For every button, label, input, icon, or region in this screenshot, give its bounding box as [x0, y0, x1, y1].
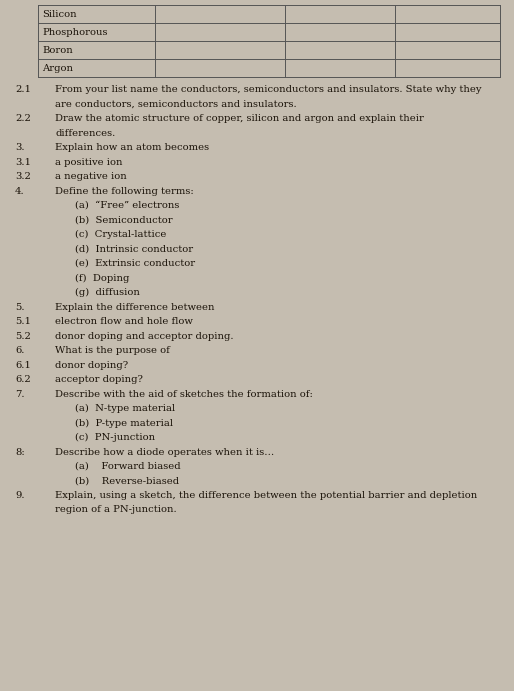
Text: acceptor doping?: acceptor doping? — [55, 375, 143, 384]
Text: 2.1: 2.1 — [15, 85, 31, 94]
Text: donor doping and acceptor doping.: donor doping and acceptor doping. — [55, 332, 233, 341]
Text: Explain the difference between: Explain the difference between — [55, 303, 214, 312]
Text: 3.2: 3.2 — [15, 172, 31, 181]
Text: 3.1: 3.1 — [15, 158, 31, 167]
Text: 6.2: 6.2 — [15, 375, 31, 384]
Text: Describe with the aid of sketches the formation of:: Describe with the aid of sketches the fo… — [55, 390, 313, 399]
Text: donor doping?: donor doping? — [55, 361, 128, 370]
Text: Describe how a diode operates when it is…: Describe how a diode operates when it is… — [55, 448, 274, 457]
Text: (g)  diffusion: (g) diffusion — [75, 288, 140, 297]
Text: 9.: 9. — [15, 491, 25, 500]
Text: From your list name the conductors, semiconductors and insulators. State why the: From your list name the conductors, semi… — [55, 85, 482, 94]
Text: (a)  N-type material: (a) N-type material — [75, 404, 175, 413]
Text: Argon: Argon — [42, 64, 73, 73]
Text: electron flow and hole flow: electron flow and hole flow — [55, 317, 193, 326]
Text: Draw the atomic structure of copper, silicon and argon and explain their: Draw the atomic structure of copper, sil… — [55, 114, 424, 123]
Text: region of a PN-junction.: region of a PN-junction. — [55, 506, 177, 515]
Text: 6.: 6. — [15, 346, 24, 355]
Text: (b)  P-type material: (b) P-type material — [75, 419, 173, 428]
Text: 8:: 8: — [15, 448, 25, 457]
Text: 7.: 7. — [15, 390, 25, 399]
Text: a negative ion: a negative ion — [55, 172, 127, 181]
Text: 6.1: 6.1 — [15, 361, 31, 370]
Text: (f)  Doping: (f) Doping — [75, 274, 130, 283]
Text: (b)    Reverse-biased: (b) Reverse-biased — [75, 477, 179, 486]
Text: 5.: 5. — [15, 303, 25, 312]
Text: 3.: 3. — [15, 143, 25, 152]
Text: (c)  Crystal-lattice: (c) Crystal-lattice — [75, 230, 167, 239]
Text: (a)    Forward biased: (a) Forward biased — [75, 462, 180, 471]
Text: Silicon: Silicon — [42, 10, 77, 19]
Text: Boron: Boron — [42, 46, 73, 55]
Text: (a)  “Free” electrons: (a) “Free” electrons — [75, 201, 179, 210]
Text: Phosphorous: Phosphorous — [42, 28, 107, 37]
Text: 5.1: 5.1 — [15, 317, 31, 326]
Text: (b)  Semiconductor: (b) Semiconductor — [75, 216, 173, 225]
Text: Define the following terms:: Define the following terms: — [55, 187, 194, 196]
Text: What is the purpose of: What is the purpose of — [55, 346, 170, 355]
Text: (d)  Intrinsic conductor: (d) Intrinsic conductor — [75, 245, 193, 254]
Text: a positive ion: a positive ion — [55, 158, 122, 167]
Text: Explain how an atom becomes: Explain how an atom becomes — [55, 143, 209, 152]
Text: 5.2: 5.2 — [15, 332, 31, 341]
Text: are conductors, semiconductors and insulators.: are conductors, semiconductors and insul… — [55, 100, 297, 108]
Text: (e)  Extrinsic conductor: (e) Extrinsic conductor — [75, 259, 195, 268]
Text: differences.: differences. — [55, 129, 115, 138]
Text: 4.: 4. — [15, 187, 25, 196]
Text: Explain, using a sketch, the difference between the potential barrier and deplet: Explain, using a sketch, the difference … — [55, 491, 478, 500]
Text: 2.2: 2.2 — [15, 114, 31, 123]
Text: (c)  PN-junction: (c) PN-junction — [75, 433, 155, 442]
